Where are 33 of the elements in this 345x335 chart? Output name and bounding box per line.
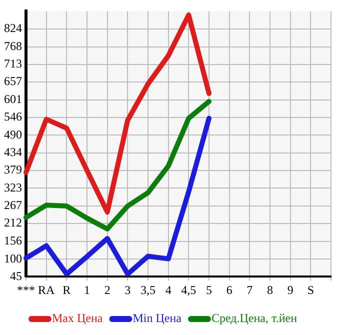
y-tick-label: 323: [4, 180, 22, 194]
x-tick-label: 1: [84, 282, 90, 297]
x-tick-label: 8: [267, 282, 273, 297]
x-tick-label: 7: [246, 282, 253, 297]
y-tick-label: 434: [4, 145, 22, 160]
y-tick-label: 490: [4, 127, 22, 142]
x-tick-label: R: [62, 282, 71, 297]
legend-label: Max Цена: [52, 311, 104, 326]
x-tick-label: ***: [17, 282, 35, 297]
y-tick-label: 379: [4, 162, 22, 177]
y-tick-label: 601: [4, 92, 22, 106]
x-tick-label: RA: [38, 282, 55, 297]
y-tick-label: 768: [4, 38, 22, 53]
y-tick-label: 45: [10, 268, 22, 283]
x-tick-label: 2: [104, 282, 110, 297]
y-tick-label: 212: [4, 216, 22, 230]
legend-label: Min Цена: [132, 311, 182, 326]
x-tick-label: 9: [287, 282, 294, 297]
legend-label: Сред.Цена, т.йен: [211, 311, 298, 326]
x-tick-label: 3: [124, 282, 131, 297]
x-tick-label: 6: [226, 282, 232, 297]
y-tick-label: 267: [4, 198, 22, 212]
y-tick-label: 546: [4, 110, 22, 124]
y-tick-label: 100: [4, 251, 22, 266]
x-tick-label: 3,5: [140, 282, 156, 297]
y-tick-label: 657: [4, 74, 22, 88]
x-tick-label: 4,5: [181, 282, 196, 297]
y-tick-label: 824: [4, 21, 22, 36]
x-tick-label: 5: [206, 282, 212, 297]
x-tick-label: 4: [165, 282, 172, 297]
y-tick-label: 156: [4, 233, 22, 248]
x-tick-label: S: [307, 282, 314, 297]
y-tick-label: 713: [4, 56, 22, 70]
